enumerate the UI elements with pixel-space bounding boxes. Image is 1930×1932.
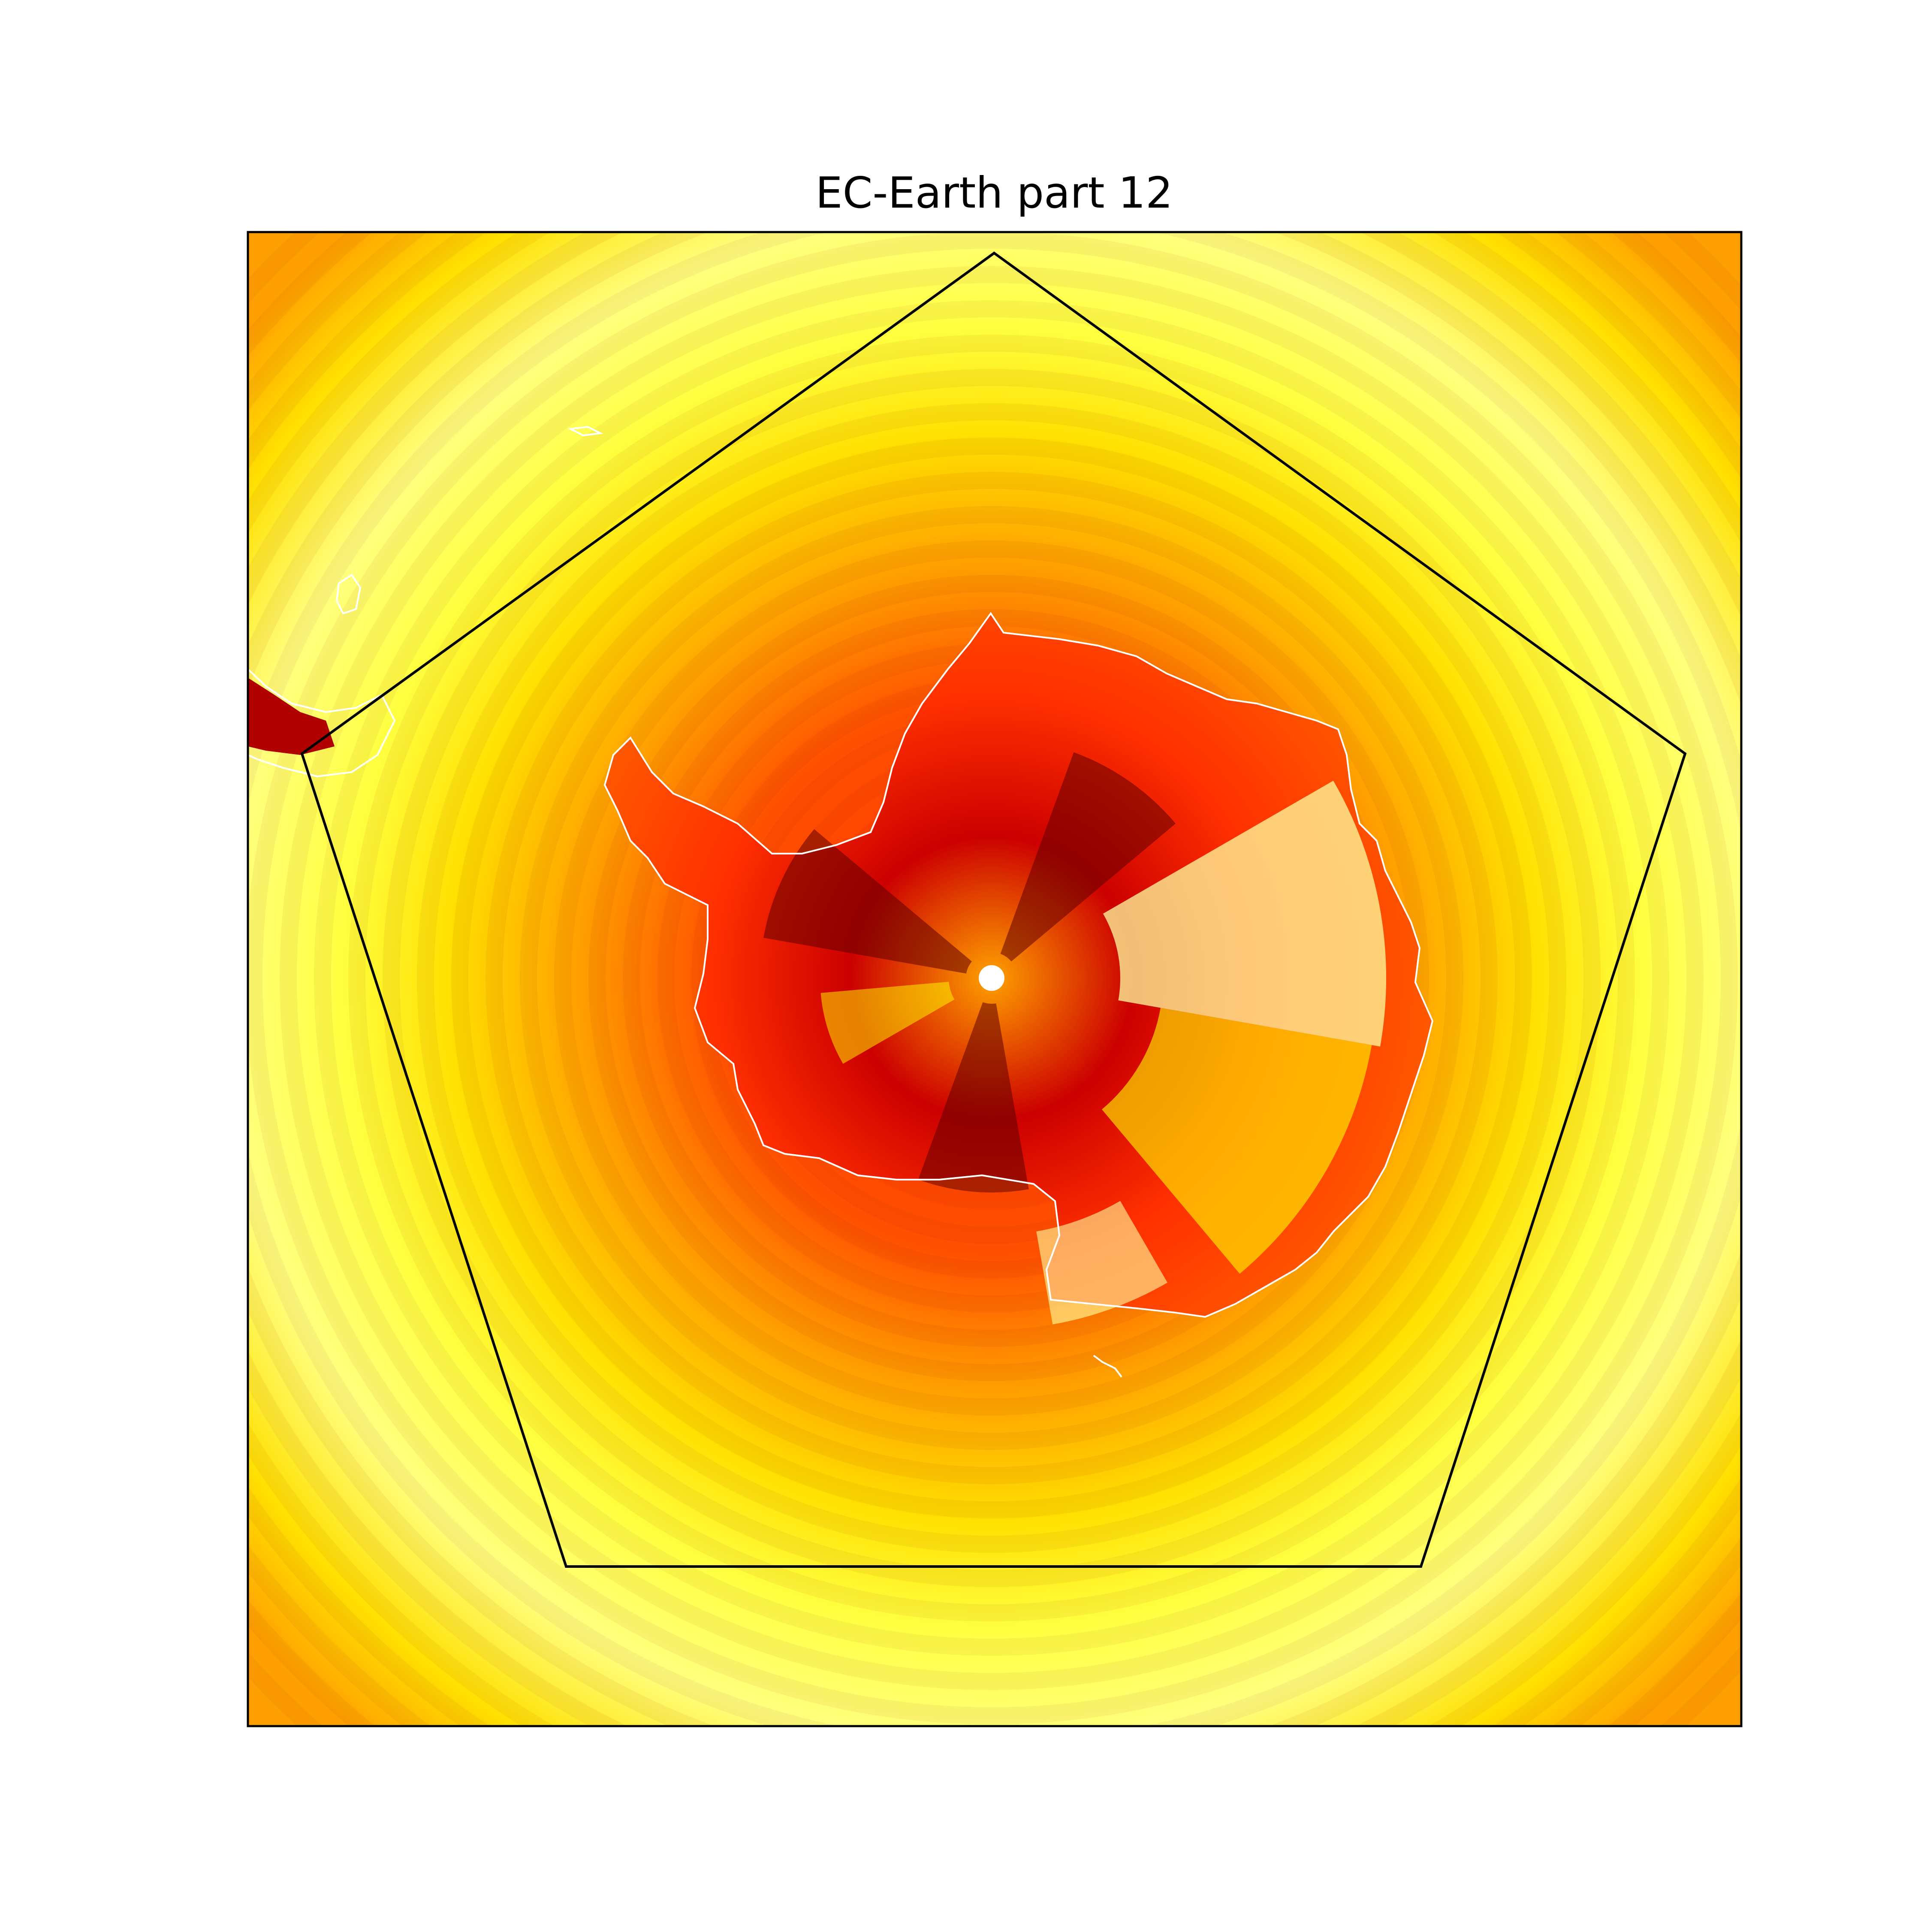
island-kerguelen xyxy=(1093,1355,1122,1378)
ring-band xyxy=(486,472,1498,1484)
sector-band xyxy=(918,1002,1029,1192)
south-america-coastline xyxy=(248,668,396,778)
south-america-landmass xyxy=(248,678,335,755)
sector-band xyxy=(1103,781,1386,1047)
island-falklands xyxy=(335,574,362,615)
ring-band xyxy=(417,403,1566,1553)
continent-sector-pattern xyxy=(763,752,1386,1325)
sector-band xyxy=(1102,1008,1372,1274)
sector-band xyxy=(820,981,955,1064)
ring-band xyxy=(554,540,1429,1416)
ring-band xyxy=(520,506,1463,1450)
antarctica-coastline xyxy=(603,612,1434,1318)
axes-frame xyxy=(247,231,1743,1727)
island-south-georgia xyxy=(567,426,603,437)
ring-band xyxy=(348,335,1635,1621)
sector-band xyxy=(1000,752,1176,962)
sector-band xyxy=(763,829,972,974)
sector-band xyxy=(1036,1201,1167,1325)
pole-hole xyxy=(979,965,1004,991)
ring-band xyxy=(280,266,1704,1690)
pentagon-boundary xyxy=(300,251,1687,1568)
ring-band xyxy=(451,438,1532,1518)
map-title: EC-Earth part 12 xyxy=(815,168,1173,218)
ring-band xyxy=(383,369,1601,1587)
ring-band xyxy=(248,232,1738,1724)
ring-band xyxy=(314,300,1669,1656)
